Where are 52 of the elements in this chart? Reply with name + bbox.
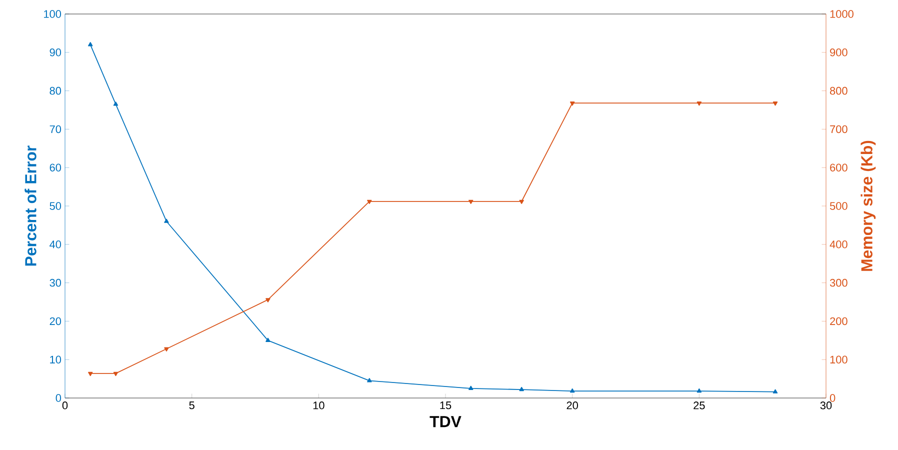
y-tick-label: 70 <box>50 125 62 134</box>
y-axis-title: Percent of Error <box>24 146 36 266</box>
point <box>367 378 372 382</box>
point <box>367 200 372 204</box>
x-tick-label: 20 <box>566 402 578 410</box>
y2-axis-title: Memory size (Kb) <box>860 140 876 271</box>
point <box>266 338 270 342</box>
y-tick-label: 0 <box>56 394 62 402</box>
y-tick-label: 100 <box>44 10 62 18</box>
x-tick-label: 5 <box>189 402 194 410</box>
point <box>696 388 702 393</box>
x-tick-label: 25 <box>694 402 705 410</box>
y2-tick-label: 400 <box>830 240 848 248</box>
y-tick-label: 30 <box>50 278 62 287</box>
point <box>266 298 270 302</box>
point <box>772 102 778 106</box>
point <box>468 386 474 390</box>
y2-tick-label: 800 <box>830 86 848 95</box>
y2-tick-label: 600 <box>830 164 848 172</box>
point <box>164 218 169 223</box>
point <box>88 372 93 376</box>
point <box>113 372 118 376</box>
y2-tick-label: 200 <box>830 317 848 326</box>
point <box>772 389 778 394</box>
x-axis-title: TDV <box>430 416 462 428</box>
point <box>696 102 702 106</box>
point <box>113 102 118 106</box>
point <box>519 386 524 392</box>
y-tick-label: 60 <box>50 164 62 172</box>
y2-tick-label: 100 <box>830 356 848 364</box>
x-tick-label: 15 <box>440 402 452 410</box>
point <box>88 42 93 46</box>
point <box>468 200 474 204</box>
y-tick-label: 40 <box>50 240 62 248</box>
y2-tick-label: 1000 <box>830 10 854 18</box>
point <box>570 102 575 106</box>
y-tick-label: 90 <box>50 48 62 56</box>
y2-tick-label: 300 <box>830 278 848 287</box>
point <box>164 347 169 352</box>
x-tick-label: 10 <box>313 402 324 410</box>
point <box>570 388 575 393</box>
y-tick-label: 50 <box>50 202 62 210</box>
y2-tick-label: 500 <box>830 202 848 210</box>
x-tick-label: 0 <box>62 402 68 410</box>
y2-tick-label: 0 <box>830 394 836 402</box>
y2-tick-label: 900 <box>830 48 848 56</box>
point <box>519 200 524 204</box>
y-tick-label: 10 <box>50 356 62 364</box>
y-tick-label: 80 <box>50 86 62 95</box>
y2-tick-label: 700 <box>830 125 848 134</box>
y-tick-label: 20 <box>50 317 62 326</box>
x-tick-label: 30 <box>820 402 832 410</box>
